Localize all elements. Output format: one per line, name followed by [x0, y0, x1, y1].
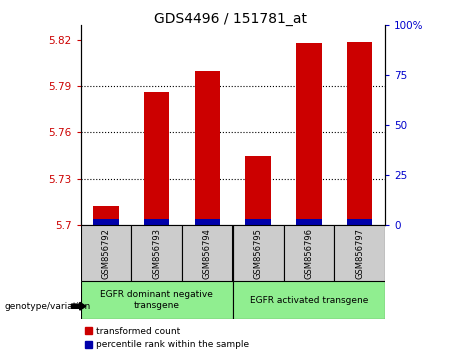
Bar [144, 219, 170, 225]
Bar [182, 225, 233, 281]
Bar [347, 42, 372, 219]
Bar [296, 43, 322, 219]
Bar [245, 219, 271, 225]
Bar [233, 225, 284, 281]
Bar [93, 206, 119, 219]
Bar [93, 219, 119, 225]
Bar [334, 225, 385, 281]
Bar [195, 219, 220, 225]
Text: GSM856795: GSM856795 [254, 228, 263, 279]
Text: genotype/variation: genotype/variation [5, 302, 91, 311]
Legend: transformed count, percentile rank within the sample: transformed count, percentile rank withi… [85, 327, 249, 349]
Text: EGFR dominant negative
transgene: EGFR dominant negative transgene [100, 290, 213, 310]
Bar [245, 155, 271, 219]
Bar [81, 281, 233, 319]
Text: GDS4496 / 151781_at: GDS4496 / 151781_at [154, 12, 307, 27]
Text: GSM856792: GSM856792 [101, 228, 111, 279]
Text: EGFR activated transgene: EGFR activated transgene [250, 296, 368, 304]
Bar [81, 225, 131, 281]
Bar [296, 219, 322, 225]
Bar [144, 92, 170, 219]
Bar [131, 225, 182, 281]
Bar [233, 281, 385, 319]
Bar [284, 225, 334, 281]
Text: GSM856793: GSM856793 [152, 228, 161, 279]
Text: GSM856794: GSM856794 [203, 228, 212, 279]
Bar [195, 71, 220, 219]
Bar [347, 219, 372, 225]
Text: GSM856796: GSM856796 [304, 228, 313, 279]
Text: GSM856797: GSM856797 [355, 228, 364, 279]
